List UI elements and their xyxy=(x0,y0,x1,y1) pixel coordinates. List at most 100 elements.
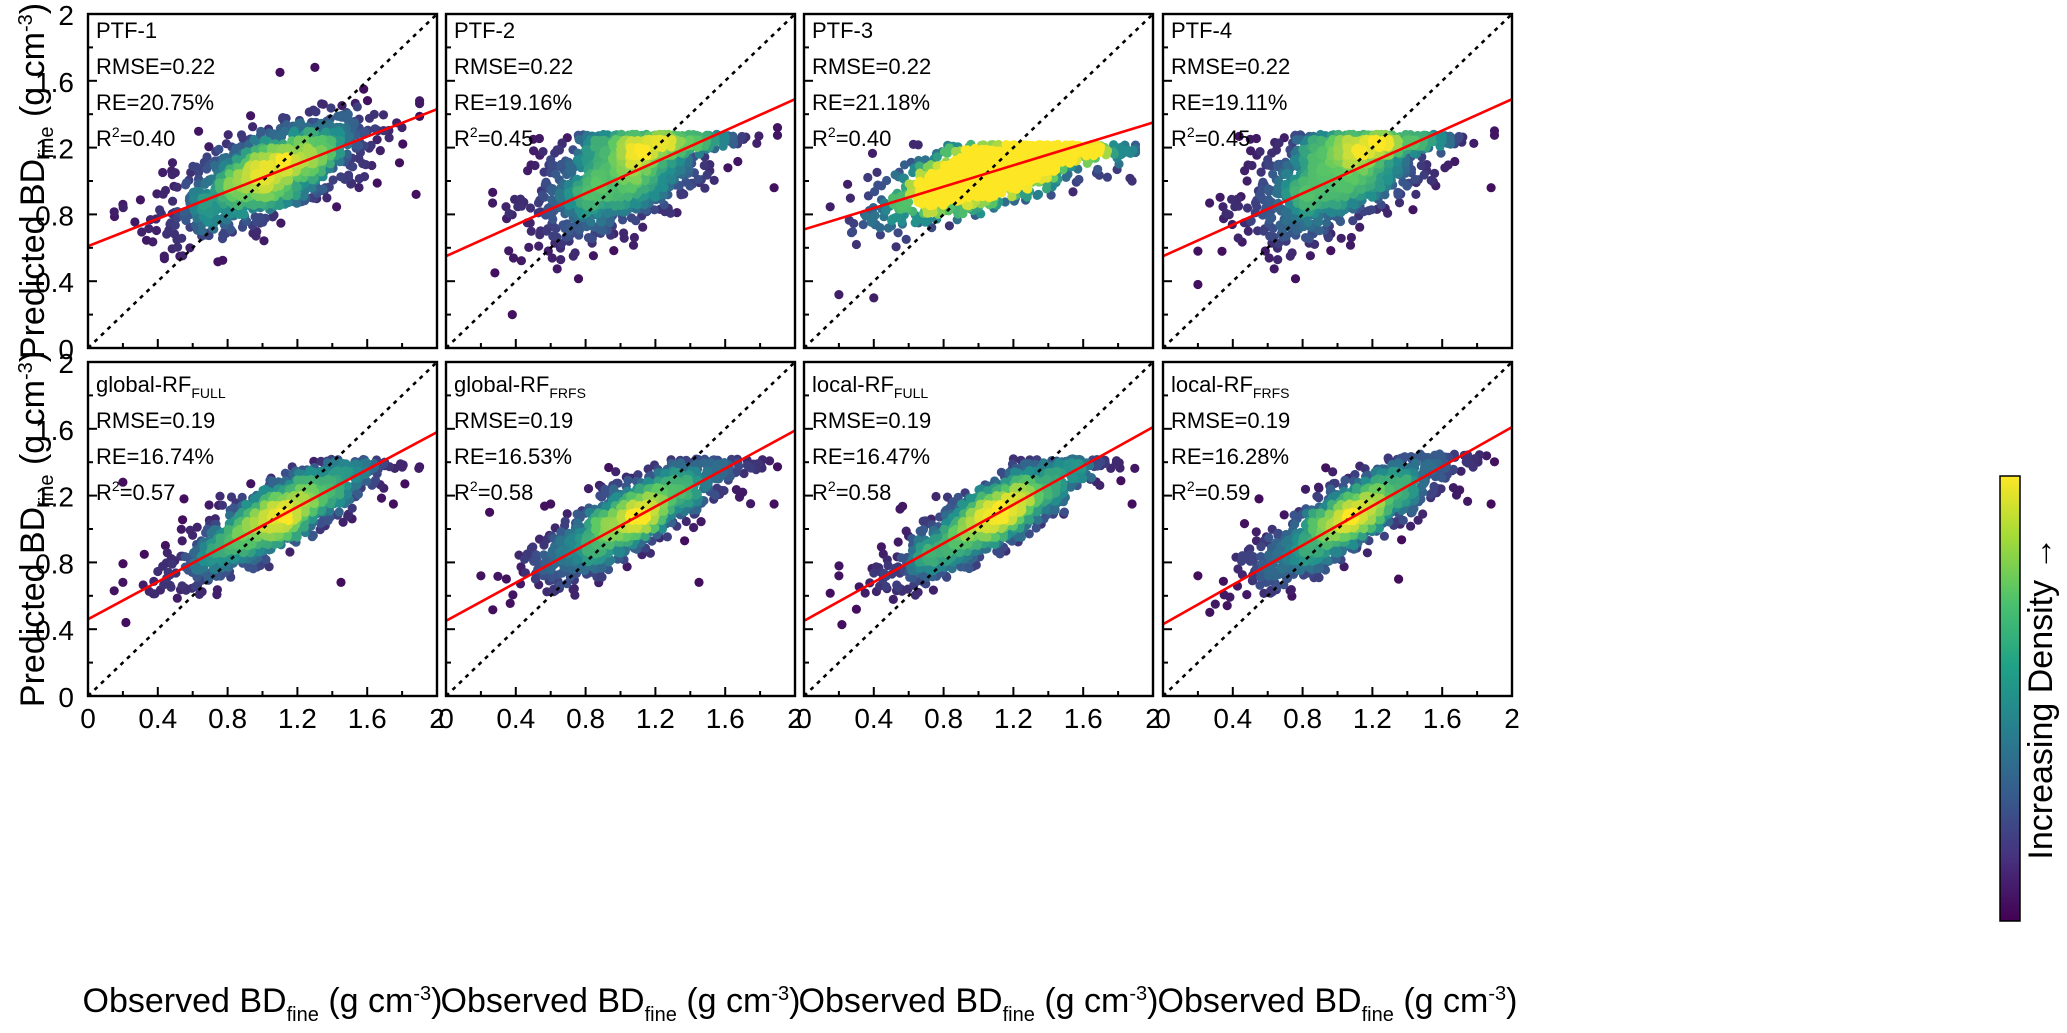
data-point xyxy=(354,182,364,193)
data-point xyxy=(772,130,783,140)
data-point xyxy=(1243,226,1253,236)
data-point xyxy=(291,167,301,177)
data-point xyxy=(629,232,640,243)
data-point xyxy=(256,126,266,136)
data-point xyxy=(194,126,204,136)
data-point xyxy=(294,118,304,129)
data-point xyxy=(1300,233,1311,243)
regression-line xyxy=(804,121,1153,231)
data-point xyxy=(1245,134,1255,144)
data-point xyxy=(525,203,536,213)
data-point xyxy=(1267,213,1277,223)
data-point xyxy=(769,183,779,193)
re-label: RE=20.75% xyxy=(96,90,214,115)
y-tick-label: 0.4 xyxy=(35,267,74,298)
data-point xyxy=(238,134,248,144)
data-point xyxy=(172,182,182,192)
y-tick-label: 0 xyxy=(58,334,74,365)
data-point xyxy=(109,207,119,217)
data-point xyxy=(870,187,880,197)
data-point xyxy=(640,176,650,186)
data-point xyxy=(252,217,262,227)
data-point xyxy=(1247,160,1257,171)
regression-line xyxy=(446,97,795,258)
scatter-points xyxy=(825,139,1141,303)
data-point xyxy=(723,163,733,173)
data-point xyxy=(843,179,853,189)
data-point xyxy=(1021,145,1031,155)
data-point xyxy=(524,242,534,252)
data-point xyxy=(1268,223,1278,234)
data-point xyxy=(556,159,566,169)
data-point xyxy=(754,131,764,141)
data-point xyxy=(609,139,619,149)
data-point xyxy=(1281,216,1291,226)
data-point xyxy=(1346,232,1356,243)
data-point xyxy=(825,202,835,212)
data-point xyxy=(415,99,425,109)
data-point xyxy=(177,233,187,243)
data-point xyxy=(550,148,560,158)
data-point xyxy=(144,224,154,234)
data-point xyxy=(616,145,626,155)
data-point xyxy=(326,103,336,113)
data-point xyxy=(1255,147,1265,157)
data-point xyxy=(940,177,951,187)
data-point xyxy=(185,243,195,253)
data-point xyxy=(772,123,783,133)
data-point xyxy=(737,131,747,142)
data-point xyxy=(1411,189,1421,199)
data-point xyxy=(170,220,180,230)
data-point xyxy=(354,174,364,184)
data-point xyxy=(1252,202,1262,212)
data-point xyxy=(1242,203,1253,213)
data-point xyxy=(504,246,514,256)
data-point xyxy=(893,228,903,238)
data-point xyxy=(1430,168,1440,178)
data-point xyxy=(534,241,544,251)
data-point xyxy=(233,176,243,186)
data-point xyxy=(1267,148,1277,158)
data-point xyxy=(1443,160,1453,170)
data-point xyxy=(858,220,868,230)
re-label: RE=21.18% xyxy=(812,90,930,115)
data-point xyxy=(939,147,949,157)
data-point xyxy=(974,165,985,175)
data-point xyxy=(375,146,385,156)
data-point xyxy=(861,211,871,221)
panel-title: PTF-3 xyxy=(812,18,873,43)
data-point xyxy=(1469,138,1479,148)
data-point xyxy=(1348,216,1358,226)
data-point xyxy=(1436,148,1446,158)
data-point xyxy=(569,162,579,173)
data-point xyxy=(1233,233,1243,243)
data-point xyxy=(366,140,376,150)
regression-line xyxy=(88,107,437,248)
data-point xyxy=(344,172,354,182)
data-point xyxy=(551,223,561,234)
data-point xyxy=(336,172,346,182)
data-point xyxy=(360,127,370,137)
data-point xyxy=(875,223,885,233)
data-point xyxy=(631,216,641,226)
data-point xyxy=(1234,131,1244,141)
data-point xyxy=(974,190,985,201)
data-point xyxy=(1273,255,1283,265)
data-point xyxy=(369,109,379,119)
data-point xyxy=(676,136,686,146)
data-point xyxy=(1022,183,1032,194)
data-point xyxy=(1068,187,1078,197)
data-point xyxy=(1193,279,1203,290)
data-point xyxy=(699,160,709,171)
data-point xyxy=(556,255,566,265)
data-point xyxy=(627,184,638,194)
data-point xyxy=(191,162,202,172)
data-point xyxy=(318,184,328,194)
y-tick-label: 1.2 xyxy=(35,134,74,165)
data-point xyxy=(130,217,140,227)
data-point xyxy=(547,253,557,263)
data-point xyxy=(307,175,318,185)
